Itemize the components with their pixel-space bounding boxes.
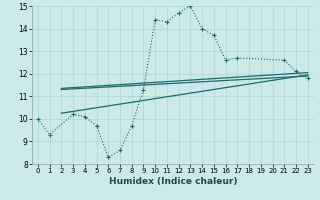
X-axis label: Humidex (Indice chaleur): Humidex (Indice chaleur) (108, 177, 237, 186)
